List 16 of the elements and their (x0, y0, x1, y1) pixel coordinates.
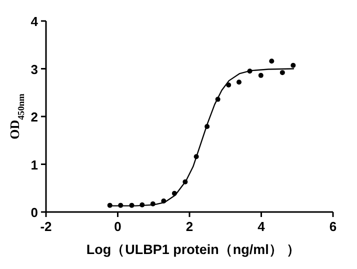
y-tick-label: 3 (30, 62, 38, 77)
point (269, 58, 274, 64)
y-tick-label: 1 (30, 157, 38, 172)
x-tick-label: 0 (114, 219, 122, 234)
x-tick-label: 6 (329, 219, 337, 234)
x-tick-label: -2 (40, 219, 52, 234)
x-tick-label: 4 (258, 219, 266, 234)
point (290, 62, 296, 68)
y-tick-label: 2 (30, 110, 38, 124)
x-axis-title: Log（ULBP1 protein（ng/ml） ） (86, 242, 301, 257)
point (236, 80, 242, 85)
point (280, 70, 285, 76)
y-tick-label: 4 (30, 14, 39, 29)
x-tick-label: 2 (186, 219, 194, 234)
point (258, 72, 264, 78)
y-tick-label: 0 (30, 205, 38, 220)
